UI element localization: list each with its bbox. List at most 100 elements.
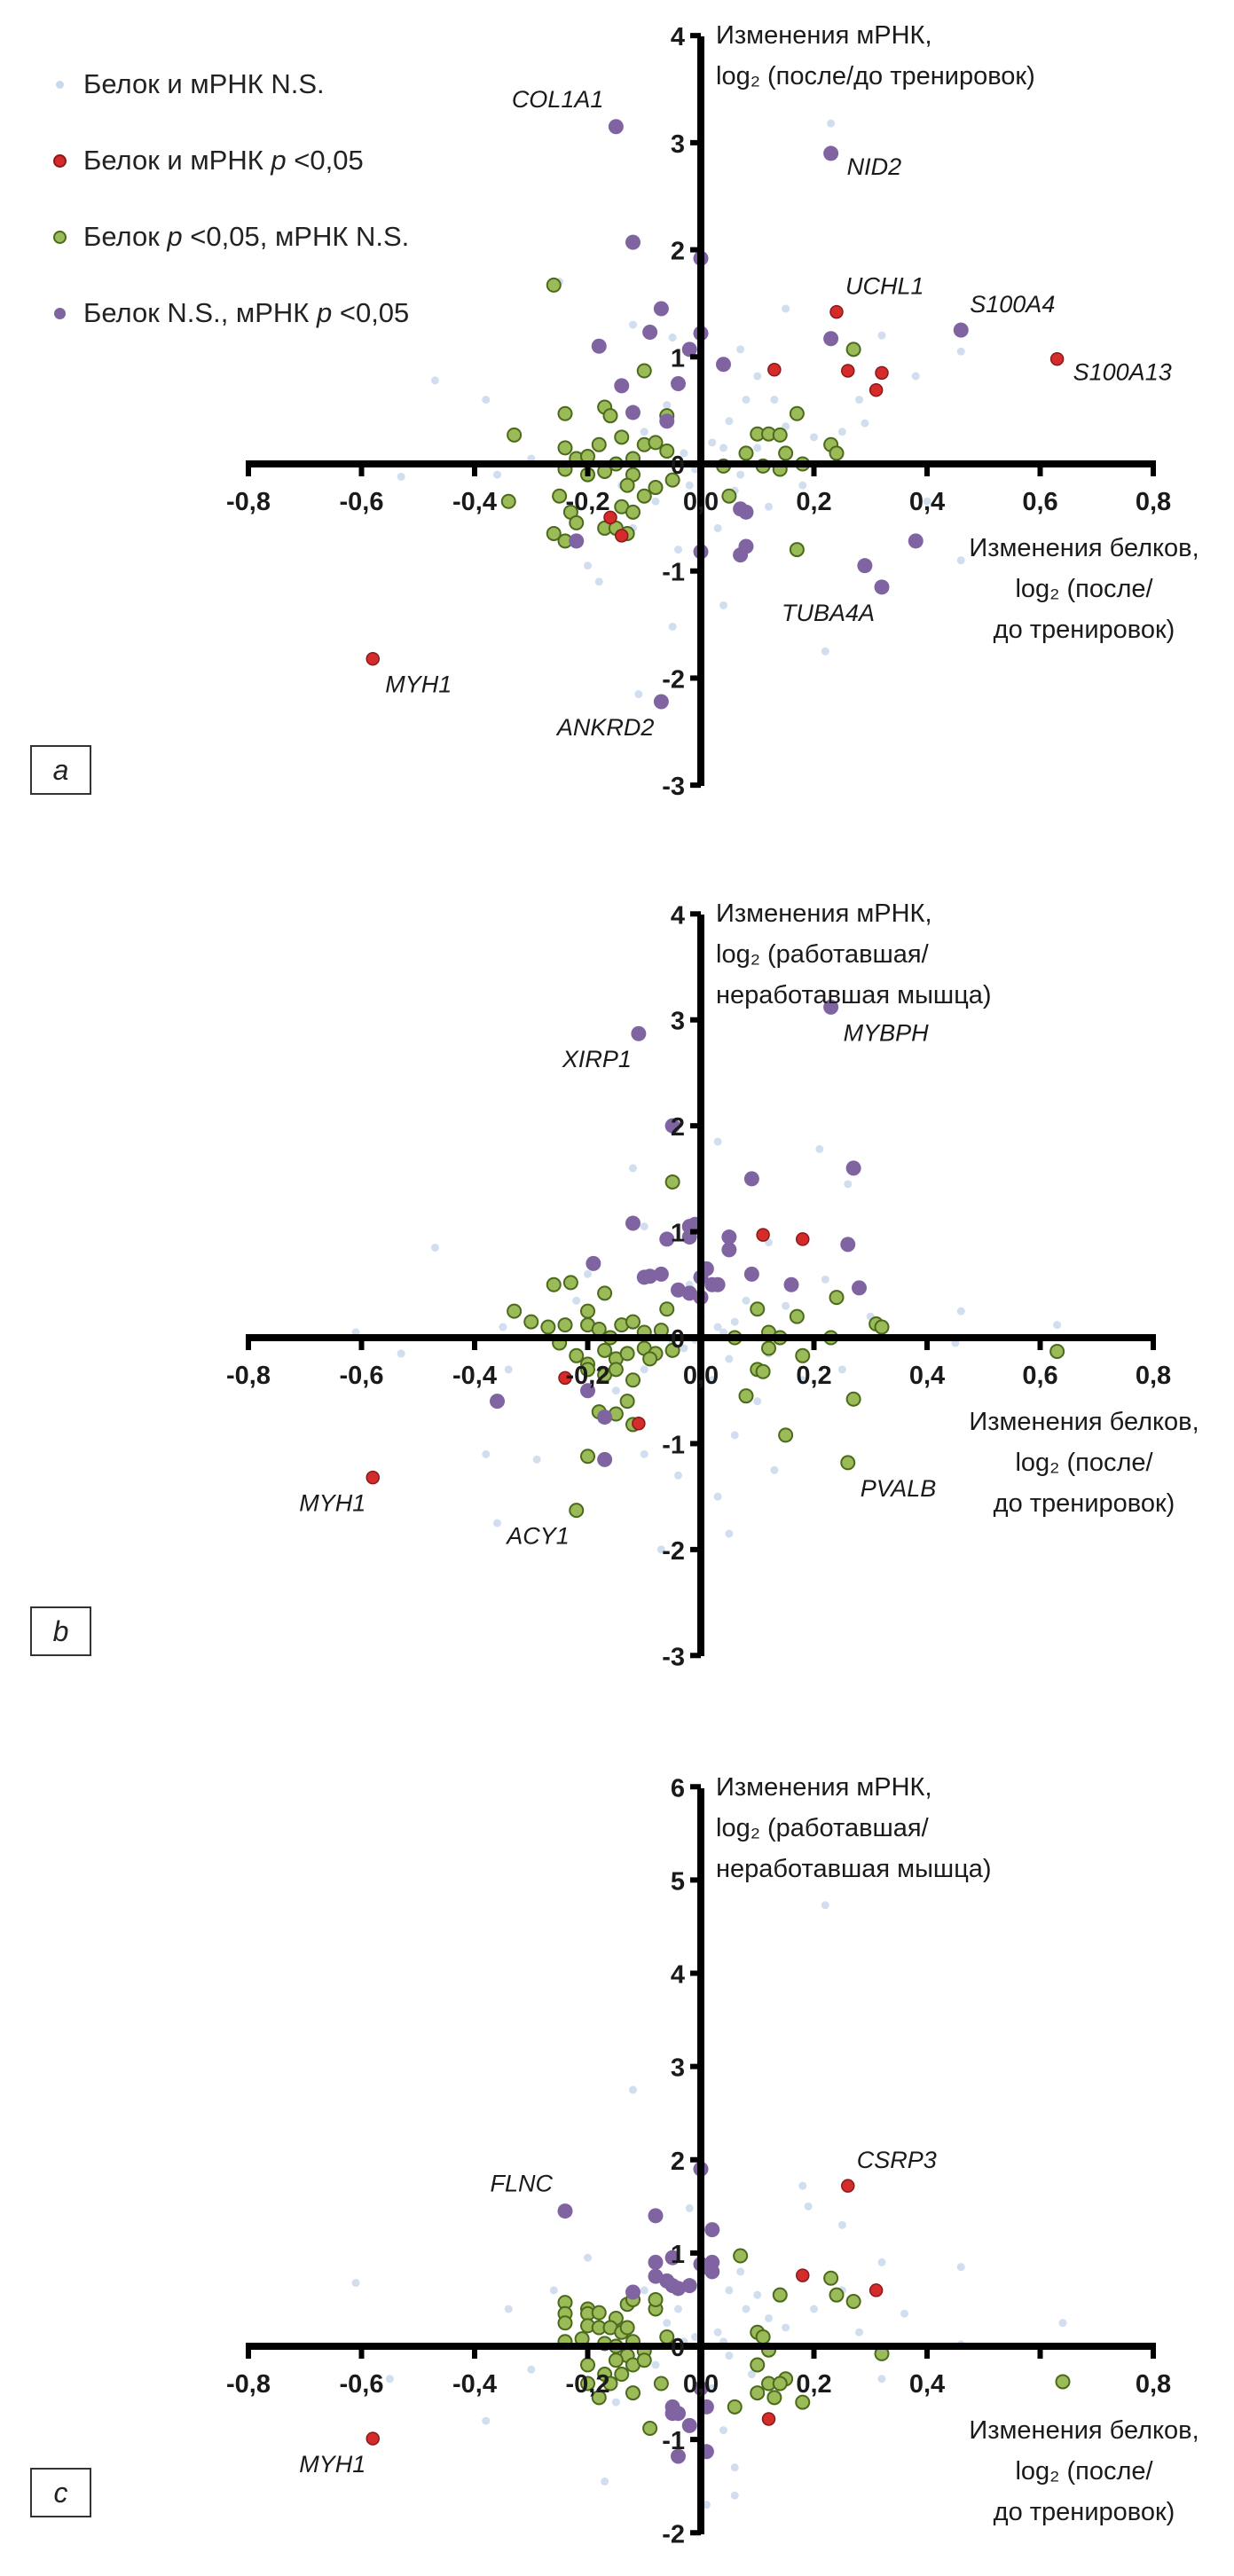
data-point-ns [668,334,677,342]
data-point-mrna [653,301,669,317]
data-point-mrna [852,1280,867,1296]
data-point-protein [845,342,861,357]
data-point-protein [625,1314,641,1330]
data-point-ns [601,2477,609,2486]
data-point-ns [482,2416,491,2425]
y-tick-label: -2 [662,665,685,694]
data-point-ns [855,396,863,404]
x-tick-label: 0,2 [796,488,831,516]
data-point-ns [855,2328,863,2336]
data-point-ns [725,2286,734,2295]
data-point-protein [625,2385,641,2401]
y-tick-label: 0 [671,2334,685,2362]
panel-label-c: c [30,2468,91,2517]
data-point-ns [837,1365,846,1374]
gene-label: XIRP1 [562,1046,632,1072]
data-point-protein [664,472,680,488]
gene-label: NID2 [847,153,902,180]
data-point-protein [580,1362,595,1378]
data-point-mrna [659,413,675,429]
data-point-protein [569,1347,585,1363]
y-axis-label: неработавшая мышца) [716,981,992,1009]
data-point-ns [572,1296,581,1305]
data-point-protein [664,1174,680,1190]
data-point-protein [874,1319,890,1335]
y-tick-label: 0 [671,452,685,480]
y-tick-label: 2 [671,2148,685,2176]
x-tick-label: -0,2 [566,2370,610,2399]
data-point-ns [685,481,694,490]
y-tick-label: 2 [671,1113,685,1142]
data-point-mrna [671,1282,686,1298]
data-point-mrna [743,1266,759,1282]
data-point-ns [736,2267,745,2276]
data-point-mrna [823,331,839,347]
data-point-protein [845,1391,861,1407]
data-point-protein [829,2287,845,2303]
data-point-ns [708,438,717,447]
data-point-mrna [625,404,641,420]
x-axis-label: Изменения белков, [969,1408,1199,1436]
data-point-ns [837,428,846,436]
data-point-protein [569,1503,585,1519]
x-tick-label: 0,4 [909,2370,945,2399]
data-point-mrna [653,1266,669,1282]
data-point-mrna [653,694,669,710]
x-axis-label: до тренировок) [994,616,1175,644]
data-point-ns [482,1449,491,1458]
data-point-mrna [591,338,607,354]
data-point-protein [840,1455,856,1471]
data-point-ns [956,347,965,356]
data-point-ns [798,1376,807,1385]
data-point-protein [523,1314,539,1330]
data-point-protein [642,1351,658,1367]
data-point-ns [730,1317,739,1326]
legend-marker-ns [55,80,64,89]
data-point-mrna [710,1276,726,1292]
data-point-protein [761,1340,776,1356]
data-point-ns [770,396,779,404]
data-point-protein [591,2390,607,2406]
gene-label: UCHL1 [845,273,924,300]
data-point-mrna [874,579,890,595]
data-point-ns [730,2491,739,2500]
y-tick-label: 2 [671,238,685,266]
data-point-ns [504,2305,513,2313]
data-point-mrna [631,1025,647,1041]
data-point-both [558,1370,572,1386]
data-point-protein [619,2320,635,2336]
data-point-mrna [648,2208,664,2224]
x-tick-label: 0,4 [909,1362,945,1390]
panel-c: -0,8 -0,6 -0,4 -0,2 0,0 0,2 0,4 0,8 -2 -1 0 1 2 3 4 5 6 И… [226,1773,1199,2549]
data-point-ns [798,2181,807,2190]
data-point-protein [727,2399,743,2415]
x-tick-label: 0,6 [1022,1362,1057,1390]
x-tick-label: 0,2 [796,2370,831,2399]
data-point-protein [795,2394,811,2410]
data-point-mrna [840,1237,856,1253]
data-point-protein [733,2248,749,2264]
data-point-ns [742,2305,751,2313]
legend-marker-protein [52,230,67,244]
data-point-protein [642,2421,658,2437]
data-point-protein [766,2390,782,2406]
x-tick-label: -0,6 [340,2370,384,2399]
gene-label: MYH1 [385,671,452,698]
gene-label: MYH1 [299,2451,365,2478]
data-point-ns [821,1901,829,1910]
gene-label: S100A13 [1073,359,1172,386]
data-point-ns [702,2501,711,2509]
data-point-mrna [681,2278,697,2294]
data-point-protein [778,1427,794,1443]
legend-marker-mrna [53,307,66,319]
data-point-mrna [671,2448,686,2464]
data-point-mrna [857,558,873,574]
data-point-protein [772,427,788,443]
y-axis-label: log₂ (после/до тренировок) [716,62,1035,90]
x-axis-label: до тренировок) [994,2498,1175,2526]
gene-label: S100A4 [970,291,1055,318]
y-axis-label: Изменения мРНК, [716,899,932,928]
data-point-protein [602,2376,618,2391]
data-point-both [632,1416,646,1431]
